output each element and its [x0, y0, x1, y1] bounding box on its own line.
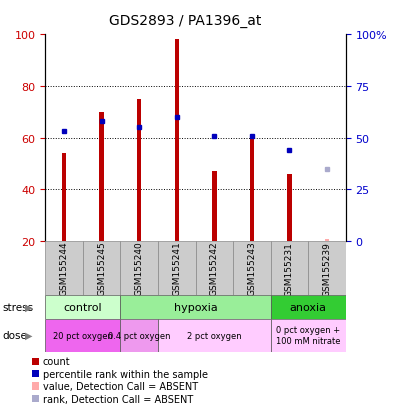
Bar	[45, 295, 120, 319]
Bar	[158, 319, 271, 352]
Text: GSM155244: GSM155244	[60, 241, 69, 296]
FancyBboxPatch shape	[120, 242, 158, 295]
Text: count: count	[43, 356, 70, 366]
Text: stress: stress	[2, 302, 33, 312]
Text: percentile rank within the sample: percentile rank within the sample	[43, 369, 208, 379]
Text: ▶: ▶	[25, 330, 32, 340]
Bar	[120, 319, 158, 352]
FancyBboxPatch shape	[233, 242, 271, 295]
Text: ▶: ▶	[25, 302, 32, 312]
Text: GSM155239: GSM155239	[322, 241, 331, 296]
Text: dose: dose	[2, 330, 27, 340]
Text: GDS2893 / PA1396_at: GDS2893 / PA1396_at	[109, 14, 262, 28]
Text: GSM155243: GSM155243	[247, 241, 256, 296]
Text: 20 pct oxygen: 20 pct oxygen	[53, 331, 113, 340]
Text: hypoxia: hypoxia	[174, 302, 217, 312]
Text: GSM155241: GSM155241	[172, 241, 181, 296]
Bar	[62, 154, 66, 242]
Bar	[271, 295, 346, 319]
Text: 0.4 pct oxygen: 0.4 pct oxygen	[108, 331, 171, 340]
FancyBboxPatch shape	[308, 242, 346, 295]
Text: anoxia: anoxia	[290, 302, 327, 312]
FancyBboxPatch shape	[45, 242, 83, 295]
Text: GSM155245: GSM155245	[97, 241, 106, 296]
Text: rank, Detection Call = ABSENT: rank, Detection Call = ABSENT	[43, 394, 193, 404]
FancyBboxPatch shape	[83, 242, 120, 295]
FancyBboxPatch shape	[158, 242, 196, 295]
Text: GSM155242: GSM155242	[210, 241, 219, 296]
FancyBboxPatch shape	[196, 242, 233, 295]
Bar	[287, 174, 292, 242]
Bar	[137, 100, 141, 242]
Bar	[100, 113, 104, 242]
Text: control: control	[64, 302, 102, 312]
Text: GSM155240: GSM155240	[135, 241, 144, 296]
Bar	[212, 172, 216, 242]
Bar	[45, 319, 120, 352]
Text: GSM155231: GSM155231	[285, 241, 294, 296]
Text: 0 pct oxygen +
100 mM nitrate: 0 pct oxygen + 100 mM nitrate	[276, 326, 340, 345]
Bar	[250, 138, 254, 242]
Bar	[271, 319, 346, 352]
FancyBboxPatch shape	[271, 242, 308, 295]
Text: 2 pct oxygen: 2 pct oxygen	[187, 331, 242, 340]
Bar	[325, 239, 329, 242]
Text: value, Detection Call = ABSENT: value, Detection Call = ABSENT	[43, 381, 198, 391]
Bar	[120, 295, 271, 319]
Bar	[175, 40, 179, 242]
